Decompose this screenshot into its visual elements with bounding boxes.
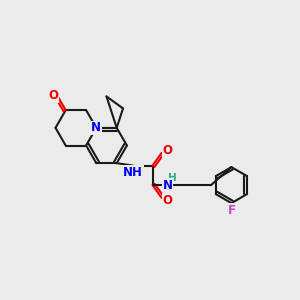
- Text: NH: NH: [123, 166, 143, 179]
- Text: N: N: [163, 178, 172, 192]
- Text: H: H: [168, 173, 176, 183]
- Text: O: O: [49, 89, 59, 102]
- Text: F: F: [227, 204, 236, 217]
- Text: N: N: [91, 121, 101, 134]
- Text: O: O: [163, 144, 172, 157]
- Text: O: O: [163, 194, 172, 207]
